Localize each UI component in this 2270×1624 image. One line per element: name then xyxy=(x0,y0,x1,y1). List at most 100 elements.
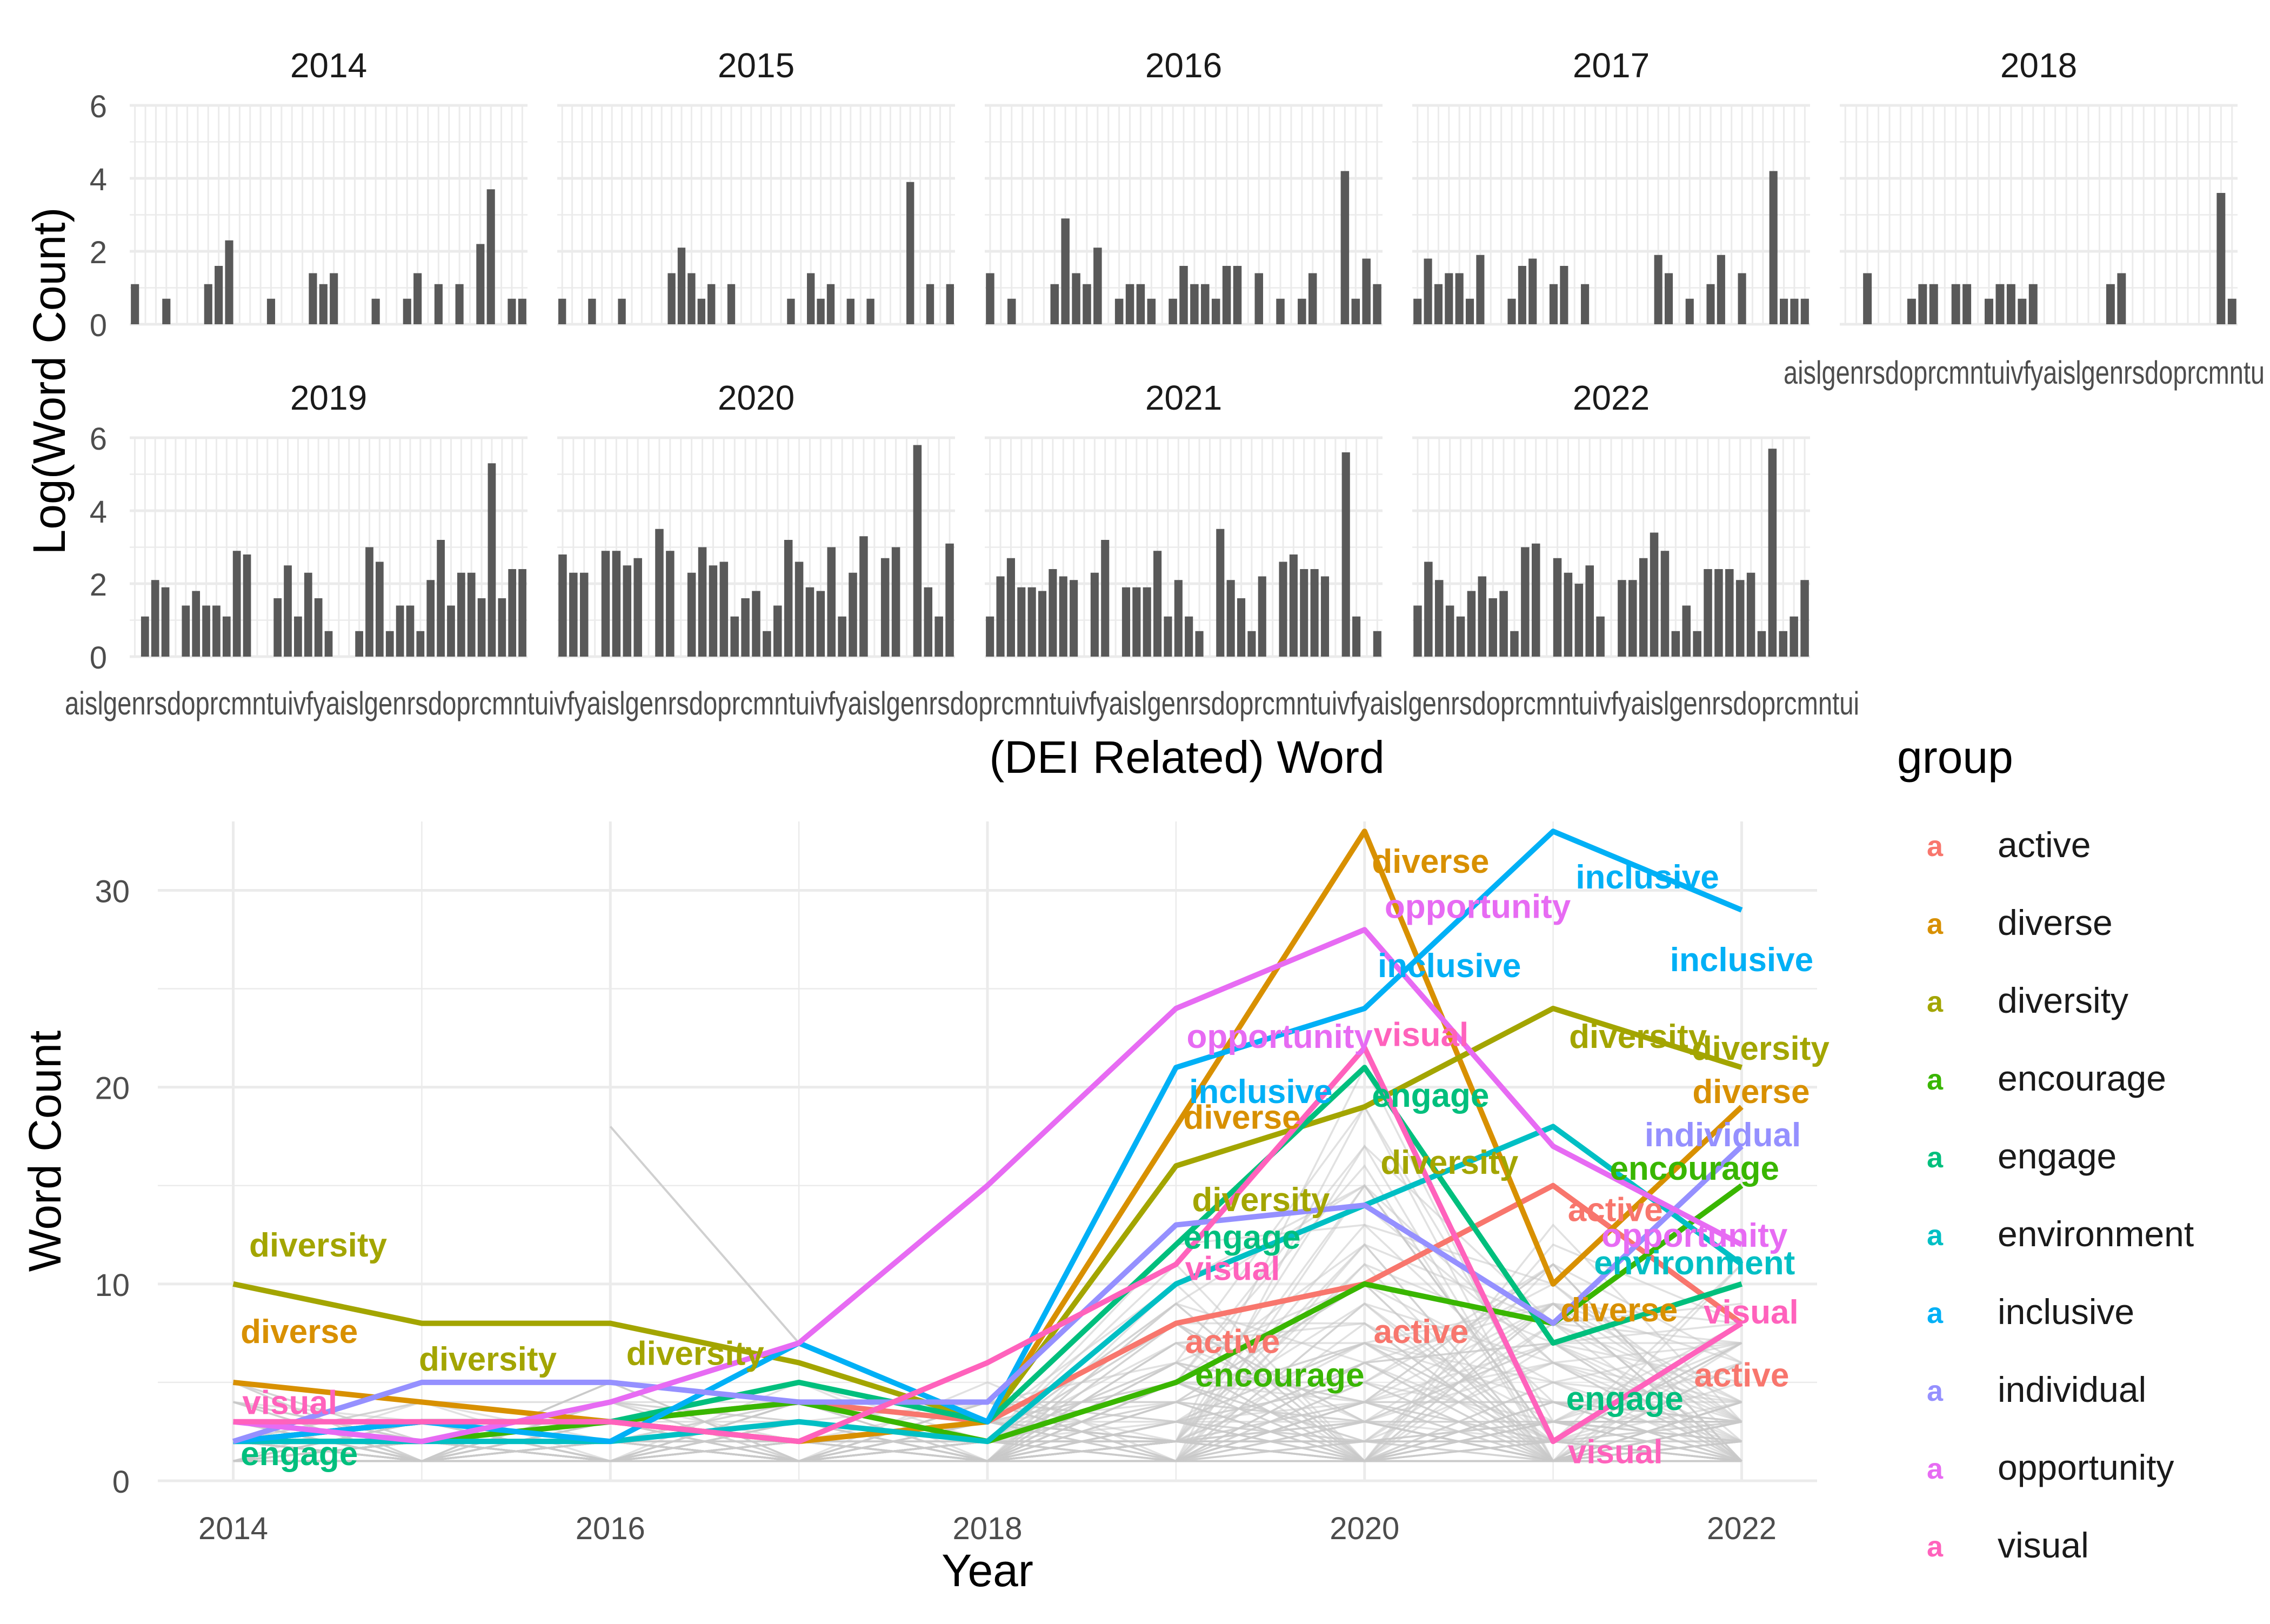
bar xyxy=(1185,616,1193,657)
facet-panel-2015: 2015 xyxy=(557,46,955,326)
bar xyxy=(667,273,676,324)
bar xyxy=(426,580,435,657)
bar xyxy=(1121,587,1131,657)
bar xyxy=(1254,273,1264,324)
bar xyxy=(1027,587,1036,657)
series-text-label: opportunity xyxy=(1385,888,1571,926)
bar xyxy=(763,631,771,657)
bar xyxy=(891,547,900,657)
bar xyxy=(1179,266,1188,324)
legend-label: inclusive xyxy=(1998,1292,2134,1332)
facet-panel-2019: 2019 0 2 4 6 xyxy=(90,378,528,676)
bar xyxy=(1585,565,1594,657)
x-tick-label: 2018 xyxy=(952,1511,1022,1546)
bar xyxy=(986,273,994,324)
y-tick-label: 6 xyxy=(90,89,107,124)
series-text-label: diversity xyxy=(249,1227,388,1264)
bar xyxy=(1038,591,1047,657)
facet-title: 2022 xyxy=(1573,378,1650,417)
bar xyxy=(752,591,760,657)
facet-panel-2018: 2018 xyxy=(1840,46,2238,326)
series-text-label: active xyxy=(1185,1323,1280,1360)
bar xyxy=(141,616,149,657)
bar xyxy=(1341,452,1350,657)
series-text-label: diverse xyxy=(1560,1292,1678,1329)
bar xyxy=(996,576,1005,657)
bar xyxy=(687,273,696,324)
bar xyxy=(273,598,282,657)
bar xyxy=(162,298,171,324)
legend-key: a xyxy=(1927,1141,1944,1174)
bar xyxy=(371,298,380,324)
bar xyxy=(1465,298,1474,324)
bar xyxy=(1125,284,1134,324)
bar xyxy=(1445,273,1453,324)
bar xyxy=(1233,266,1242,324)
bar xyxy=(866,298,874,324)
bar xyxy=(1800,298,1809,324)
bar xyxy=(215,266,223,324)
legend-key: a xyxy=(1927,1219,1944,1252)
series-text-label: inclusive xyxy=(1378,947,1521,985)
bar xyxy=(1373,631,1381,657)
bar xyxy=(827,547,836,657)
bar xyxy=(284,565,292,657)
bar xyxy=(618,298,626,324)
bar xyxy=(355,631,363,657)
series-text-label: diverse xyxy=(1692,1073,1810,1111)
bar xyxy=(1995,284,2005,324)
bar xyxy=(2227,298,2236,324)
series-text-label: inclusive xyxy=(1575,859,1719,896)
bar xyxy=(1276,298,1285,324)
series-text-label: environment xyxy=(1594,1245,1795,1282)
bar xyxy=(1195,631,1204,657)
bar xyxy=(1790,616,1798,657)
bar xyxy=(707,284,716,324)
bar xyxy=(1735,580,1745,657)
bar xyxy=(687,572,696,657)
bar xyxy=(324,631,333,657)
bar xyxy=(1507,298,1516,324)
x-tick-labels-overplotted: aislgenrsdoprcmntuivfyaislgenrsdoprcmntu xyxy=(1784,355,2265,391)
bottom-x-axis-title: Year xyxy=(942,1545,1033,1596)
bar xyxy=(266,298,276,324)
series-text-label: diversity xyxy=(626,1335,765,1372)
bar xyxy=(1693,631,1701,657)
bar xyxy=(730,616,739,657)
bar xyxy=(182,605,190,657)
x-tick-label: 2022 xyxy=(1707,1511,1777,1546)
bar xyxy=(1660,551,1670,657)
bar xyxy=(396,605,404,657)
bar xyxy=(151,580,159,657)
legend-key: a xyxy=(1927,986,1944,1018)
series-text-label: opportunity xyxy=(1601,1217,1788,1254)
bar xyxy=(934,616,943,657)
y-tick-label: 6 xyxy=(90,422,107,457)
bar xyxy=(859,536,868,657)
bar xyxy=(666,551,675,657)
bar xyxy=(403,298,411,324)
bar xyxy=(906,182,914,324)
bar xyxy=(2106,284,2115,324)
bar xyxy=(2028,284,2038,324)
bar xyxy=(1488,598,1497,657)
y-tick-label: 2 xyxy=(90,567,107,603)
bar xyxy=(849,572,857,657)
series-text-label: diverse xyxy=(1372,843,1489,880)
bar xyxy=(1800,580,1809,657)
series-line-individual xyxy=(232,1144,1744,1444)
series-text-label: diverse xyxy=(1183,1099,1300,1136)
bar xyxy=(1190,284,1199,324)
bar xyxy=(1308,273,1317,324)
bar xyxy=(1373,284,1381,324)
bar xyxy=(2216,193,2226,324)
series-text-label: active xyxy=(1694,1356,1790,1394)
bar xyxy=(1455,273,1464,324)
bar xyxy=(1445,605,1454,657)
bar xyxy=(232,551,241,657)
bar xyxy=(225,240,233,324)
y-tick-label: 4 xyxy=(90,494,107,530)
x-tick-label: 2014 xyxy=(198,1511,268,1546)
facet-title: 2014 xyxy=(290,46,367,85)
